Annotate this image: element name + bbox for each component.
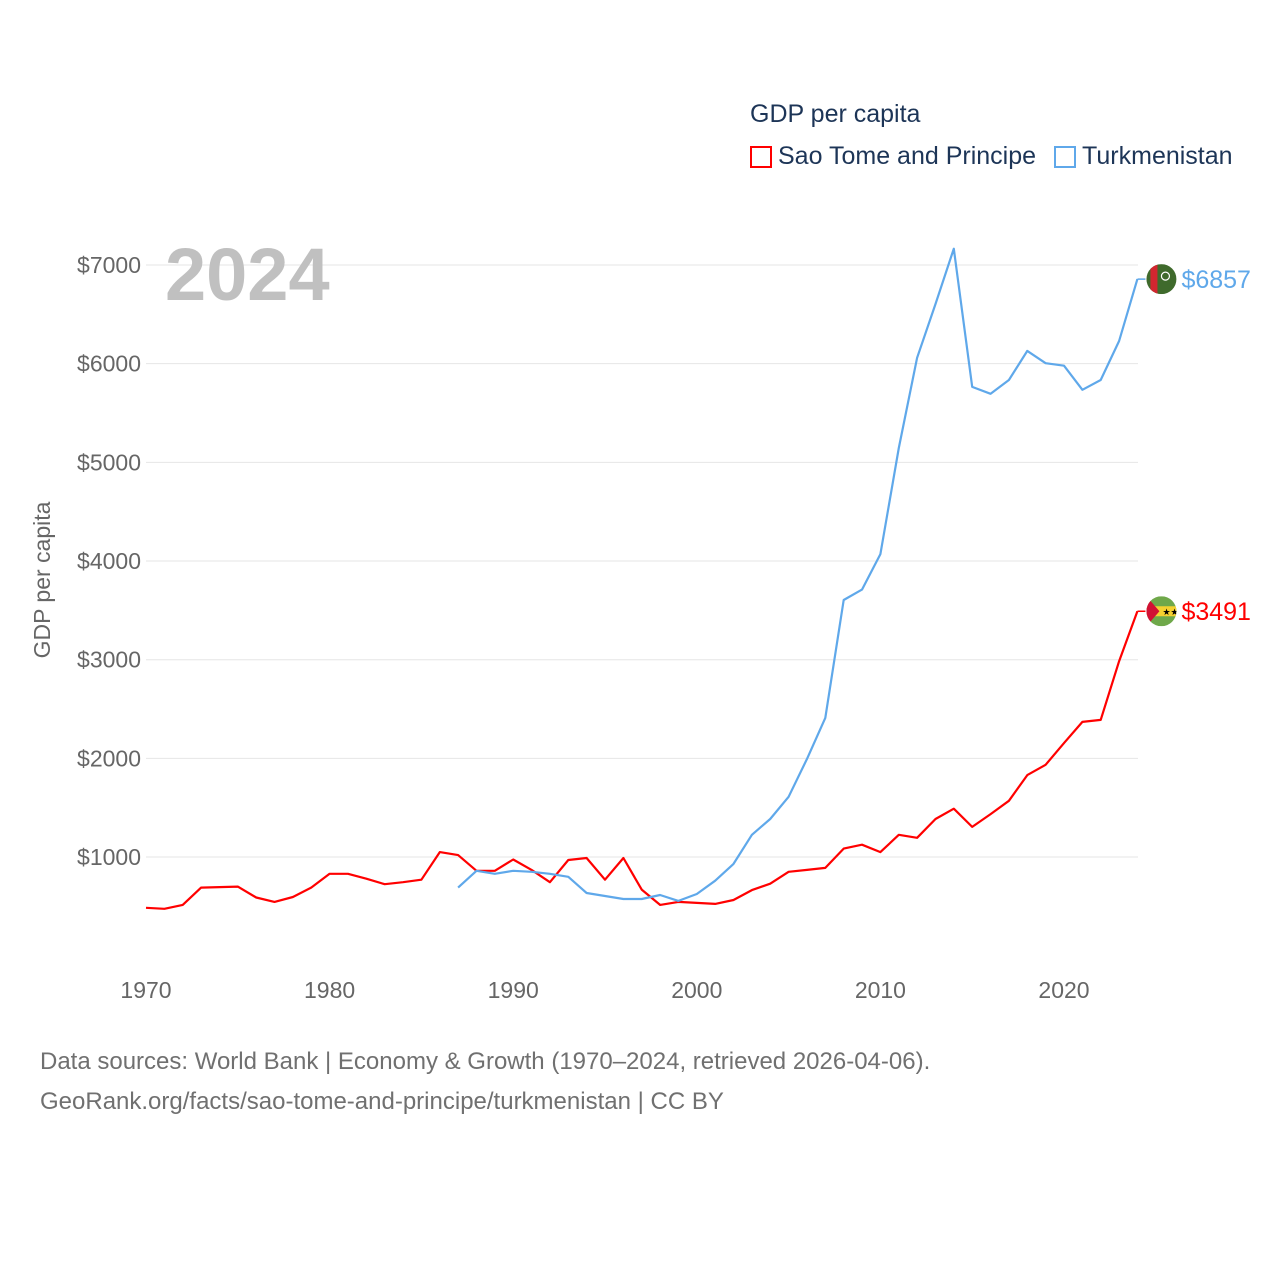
x-tick-label: 2000 xyxy=(671,977,722,1003)
legend-label: Turkmenistan xyxy=(1082,142,1233,170)
y-tick-label: $5000 xyxy=(77,449,141,475)
legend-title: GDP per capita xyxy=(750,100,921,128)
legend-item-sao-tome[interactable]: Sao Tome and Principe xyxy=(750,142,1036,171)
y-axis-label: GDP per capita xyxy=(29,501,55,658)
y-tick-label: $3000 xyxy=(77,647,141,673)
series-line-turkmenistan xyxy=(457,247,1139,903)
y-tick-label: $4000 xyxy=(77,548,141,574)
y-tick-label: $7000 xyxy=(77,252,141,278)
data-sources-text: Data sources: World Bank | Economy & Gro… xyxy=(40,1048,931,1075)
end-value-label: $6857 xyxy=(1181,266,1251,294)
legend-swatch xyxy=(1054,145,1077,168)
legend-swatch xyxy=(750,145,772,168)
y-tick-label: $2000 xyxy=(77,745,141,771)
legend: Sao Tome and Principe Turkmenistan xyxy=(750,142,1233,171)
flag-stripe xyxy=(1150,264,1158,295)
flag-triangle xyxy=(1146,596,1160,627)
source-url[interactable]: GeoRank.org/facts/sao-tome-and-principe/… xyxy=(40,1088,724,1115)
year-label: 2024 xyxy=(165,233,330,316)
x-tick-label: 1970 xyxy=(120,977,171,1003)
footer: Data sources: World Bank | Economy & Gro… xyxy=(40,1042,930,1122)
x-tick-label: 2010 xyxy=(855,977,906,1003)
turkmenistan-flag-icon xyxy=(1146,264,1177,295)
flag-crescent xyxy=(1160,271,1171,281)
flag-stars: ★★ xyxy=(1162,607,1178,617)
flag-body: ★★ xyxy=(1146,596,1178,627)
legend-label: Sao Tome and Principe xyxy=(778,142,1037,170)
x-tick-label: 1990 xyxy=(488,977,539,1003)
y-tick-label: $1000 xyxy=(77,844,141,870)
series-line-sao-tome xyxy=(145,610,1139,910)
x-tick-label: 1980 xyxy=(304,977,355,1003)
flag-stripe xyxy=(1146,606,1177,617)
x-tick-label: 2020 xyxy=(1038,977,1089,1003)
sao-tome-flag-icon: ★★ xyxy=(1146,596,1178,627)
y-tick-label: $6000 xyxy=(77,351,141,377)
end-value-label: $3491 xyxy=(1181,598,1251,626)
legend-item-turkmenistan[interactable]: Turkmenistan xyxy=(1054,142,1233,171)
flag-body xyxy=(1146,264,1177,295)
